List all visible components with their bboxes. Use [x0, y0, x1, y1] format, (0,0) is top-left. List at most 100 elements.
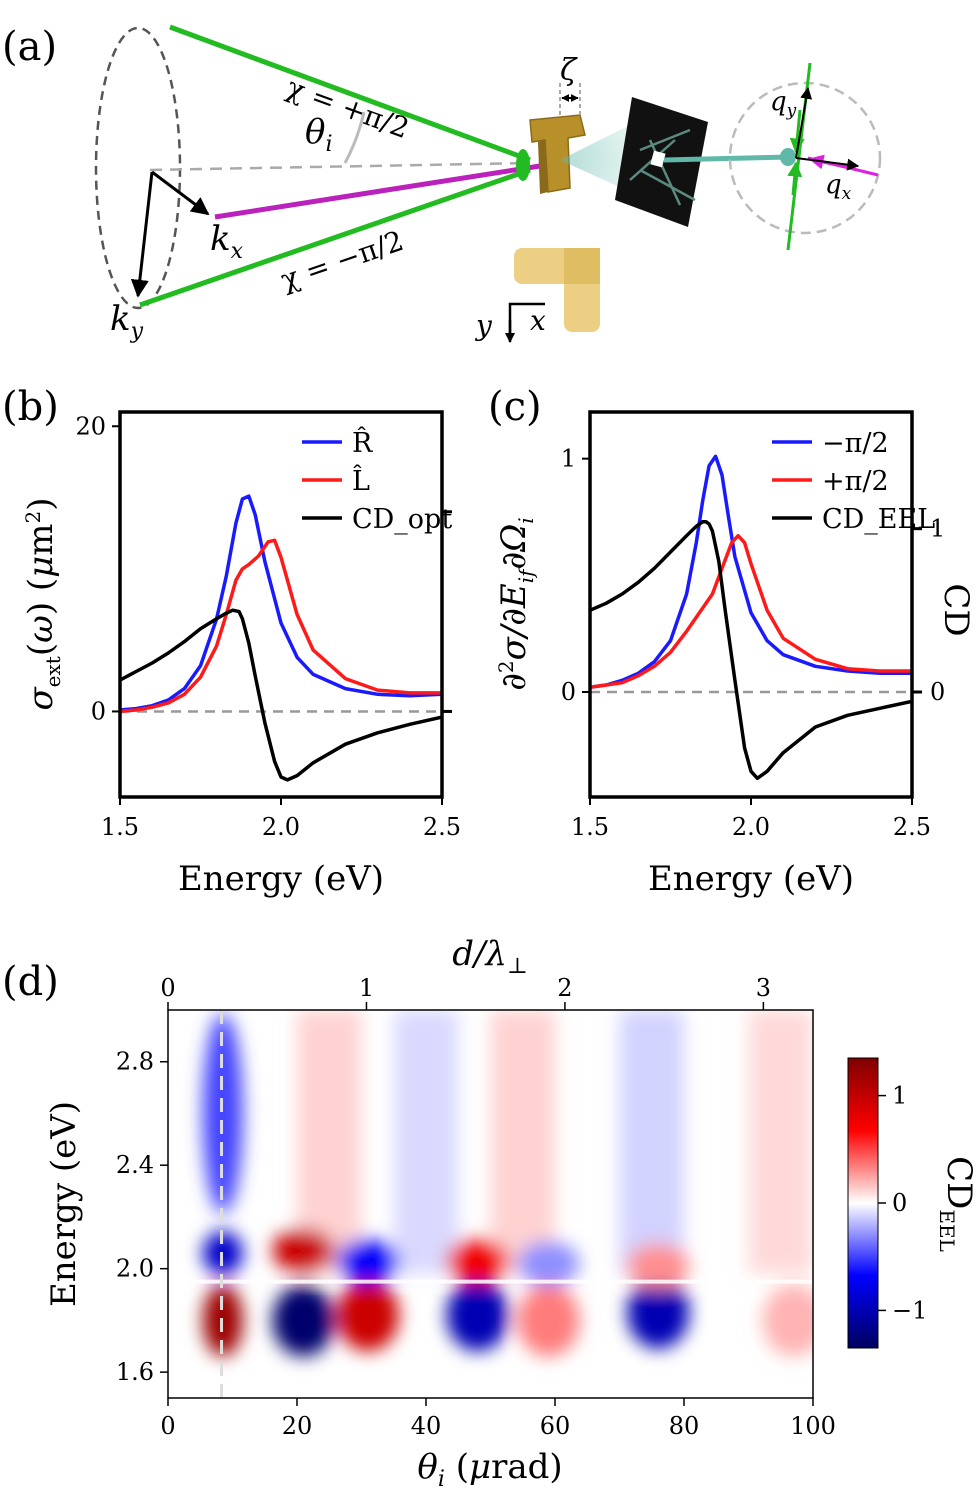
c-series-1 — [590, 533, 912, 690]
panel-d-xlabel: θi (μrad) — [417, 1447, 562, 1492]
heatmap-stripe — [394, 1010, 458, 1274]
b-legend-label-0: R̂ — [352, 426, 373, 459]
panel-d-heatmap: (d) 0 20 40 60 80 100 1.6 2.0 2.4 2.8 0 1 2 3 θi (μra… — [2, 934, 975, 1492]
d-ytick-label: 2.0 — [116, 1255, 154, 1283]
qy-label: qy — [770, 87, 797, 121]
heatmap-lobe — [627, 1244, 690, 1289]
zeta-label: ζ — [560, 53, 578, 88]
qx-arrow — [795, 157, 860, 171]
heatmap-lobe — [627, 1276, 690, 1349]
d-top-xtick-label: 3 — [756, 974, 771, 1002]
c-xtick-label: 2.5 — [893, 813, 931, 841]
b-xtick-label: 1.5 — [101, 813, 139, 841]
panel-b-label: (b) — [2, 384, 59, 430]
beam-axis-dashed — [149, 161, 531, 172]
c-series-2 — [590, 519, 912, 781]
d-xtick-label: 80 — [669, 1412, 700, 1440]
b-legend-label-1: L̂ — [352, 464, 370, 497]
heatmap-stripe — [748, 1010, 813, 1274]
d-top-xtick-label: 0 — [160, 974, 175, 1002]
c-xtick-label: 2.0 — [732, 813, 770, 841]
nanoparticle-3d — [529, 114, 586, 194]
heatmap-stripe — [490, 1010, 555, 1274]
heatmap-lobe — [272, 1228, 335, 1273]
heatmap-lobe — [336, 1279, 399, 1352]
panel-c-xlabel: Energy (eV) — [648, 859, 854, 899]
beam-chi-plus — [169, 24, 531, 163]
c-right-tick-label: 1 — [930, 515, 945, 543]
b-series-0 — [120, 494, 442, 712]
chi-plus-label: χ = +π/2 — [283, 71, 414, 146]
panel-c-label: (c) — [488, 384, 542, 430]
b-legend-label-2: CD_opt — [352, 504, 452, 535]
qx-label: qx — [825, 170, 852, 204]
heatmap-lobe — [446, 1238, 509, 1283]
b-series-1 — [120, 538, 442, 714]
colorbar-label: CDEEL — [935, 1156, 975, 1252]
heatmap-lobe — [336, 1238, 399, 1283]
kx-label: kx — [210, 219, 244, 264]
cone-base-ellipse — [94, 26, 182, 310]
kx-arrow — [151, 170, 210, 216]
panel-d-frame — [167, 1009, 814, 1399]
d-top-xtick-label: 2 — [557, 974, 572, 1002]
ky-label: ky — [110, 299, 144, 344]
colorbar-tick-label: 0 — [892, 1189, 907, 1217]
d-xtick-label: 20 — [282, 1412, 313, 1440]
detector-aperture — [650, 150, 666, 168]
ky-arrow — [130, 171, 154, 298]
q-space-circle — [728, 81, 882, 235]
c-ytick-label: 1 — [561, 445, 576, 473]
heatmap-lobe — [762, 1284, 813, 1357]
b-ytick-label: 0 — [91, 697, 106, 725]
c-xtick-label: 1.5 — [571, 813, 609, 841]
theta-label: θi — [305, 112, 333, 157]
colorbar-tick-label: 1 — [892, 1082, 907, 1110]
heatmap-lobe — [517, 1284, 580, 1357]
b-xtick-label: 2.5 — [423, 813, 461, 841]
transmitted-beam — [663, 154, 791, 163]
axis-y-label: y — [474, 309, 493, 342]
d-ytick-label: 1.6 — [116, 1358, 154, 1386]
panel-b-frame — [118, 410, 444, 799]
panel-a-schematic: (a) χ = +π/2 χ = −π/2 θi kx ky ζ — [2, 24, 882, 344]
panel-c-right-ylabel: CD — [936, 583, 975, 636]
panel-a-label: (a) — [2, 24, 57, 70]
d-xtick-label: 0 — [160, 1412, 175, 1440]
b-ytick-label: 20 — [75, 412, 106, 440]
colorbar — [847, 1057, 879, 1349]
panel-c-chart: (c) 1.5 2.0 2.5 0 1 0 1 Energy (eV) ∂2σ/∂Eif∂Ω… — [488, 384, 975, 899]
q-green-arrow-down — [789, 109, 805, 154]
panel-c-ylabel: ∂2σ/∂Eif∂Ωi — [494, 517, 538, 690]
d-ytick-label: 2.8 — [116, 1048, 154, 1076]
c-legend-label-2: CD_EEL — [822, 504, 935, 535]
beam-kx — [214, 163, 541, 220]
theta-arc — [343, 111, 366, 164]
beam-chi-minus — [139, 167, 531, 308]
c-ytick-label: 0 — [561, 678, 576, 706]
q-green-arrow-up — [787, 161, 803, 196]
panel-d-top-xlabel: d/λ⊥ — [452, 934, 527, 979]
heatmap-stripe — [619, 1010, 684, 1274]
b-series-2 — [120, 608, 442, 782]
focus-spot — [516, 149, 530, 181]
c-legend-label-0: −π/2 — [822, 428, 889, 459]
d-ytick-label: 2.4 — [116, 1151, 154, 1179]
panel-b-chart: (b) 1.5 2.0 2.5 0 20 Energy (eV) σext(ω) (μm… — [2, 384, 461, 899]
axis-x-label: x — [530, 304, 546, 337]
nanoparticle-top-view — [514, 248, 600, 332]
panel-d-label: (d) — [2, 959, 59, 1005]
heatmap-lobe — [517, 1241, 580, 1286]
q-origin-spot — [780, 148, 796, 166]
d-xtick-label: 100 — [790, 1412, 836, 1440]
qy-arrow — [795, 86, 813, 159]
d-xtick-label: 60 — [540, 1412, 571, 1440]
panel-b-ylabel: σext(ω) (μm2) — [21, 497, 65, 710]
panel-d-ylabel: Energy (eV) — [44, 1101, 84, 1307]
c-right-tick-label: 0 — [930, 678, 945, 706]
colorbar-tick-label: −1 — [892, 1296, 927, 1324]
b-xtick-label: 2.0 — [262, 813, 300, 841]
c-legend-label-1: +π/2 — [822, 466, 889, 497]
heatmap-lobe — [202, 1013, 243, 1214]
